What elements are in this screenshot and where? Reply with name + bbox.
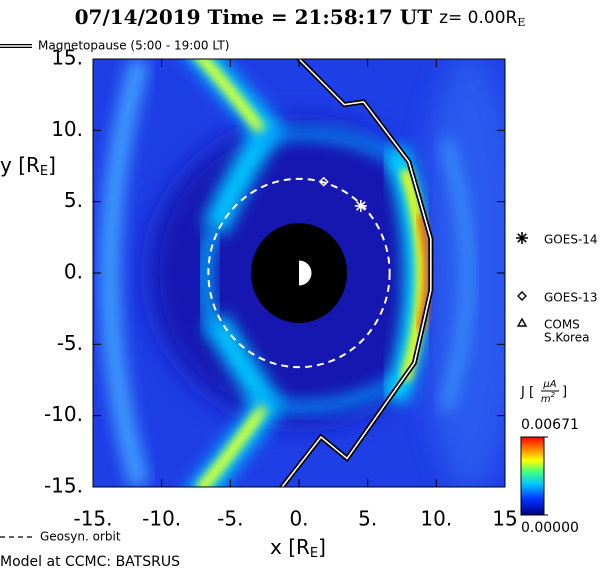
satellite xyxy=(318,176,329,187)
y-tick-label: -15. xyxy=(44,474,83,498)
chart-title: 07/14/2019 Time = 21:58:17 UT z= 0.00RE xyxy=(75,5,526,30)
colorbar-tick-label: 0.00671 xyxy=(521,417,579,433)
colorbar xyxy=(520,436,545,516)
y-axis-label: y [RE] xyxy=(0,153,56,179)
magnetopause-line xyxy=(281,59,432,487)
x-tick-label: -15. xyxy=(73,507,112,531)
y-tick-label: 0. xyxy=(64,260,83,284)
magnetopause xyxy=(278,59,434,487)
legend-symbol xyxy=(517,291,527,301)
legend-label: COMS xyxy=(544,318,580,332)
colorbar-tick-label: 0.00000 xyxy=(521,520,579,536)
legend-symbol xyxy=(516,317,528,327)
legend-label: S.Korea xyxy=(544,331,589,345)
y-tick-label: 15. xyxy=(51,46,83,70)
legend-label: GOES-13 xyxy=(544,291,598,305)
legend-label: Magnetopause (5:00 - 19:00 LT) xyxy=(38,39,229,53)
x-tick-label: 5. xyxy=(358,507,377,531)
footer: Model at CCMC: BATSRUS xyxy=(0,554,180,570)
earth-night xyxy=(286,260,299,286)
legend-symbol xyxy=(516,232,528,244)
colorbar-label-end: ] xyxy=(562,385,567,400)
x-axis-label: x [RE] xyxy=(270,535,326,561)
y-tick-label: 10. xyxy=(51,117,83,141)
x-tick-label: 15 xyxy=(492,507,517,531)
x-tick-label: -5. xyxy=(217,507,243,531)
orbit-legend-label: Geosyn. orbit xyxy=(40,530,121,544)
x-tick-label: 0. xyxy=(289,507,308,531)
x-tick-label: -10. xyxy=(142,507,181,531)
y-tick-label: -10. xyxy=(44,402,83,426)
colorbar-label: J [ xyxy=(520,385,534,400)
legend-label: GOES-14 xyxy=(544,233,598,247)
y-tick-label: 5. xyxy=(64,188,83,212)
colorbar-unit-num: μA xyxy=(542,379,556,390)
geosyn-orbit xyxy=(207,177,391,369)
y-tick-label: -5. xyxy=(57,331,83,355)
x-tick-label: 10. xyxy=(420,507,452,531)
satellite xyxy=(354,199,367,212)
colorbar-unit-den: m2 xyxy=(541,391,556,405)
